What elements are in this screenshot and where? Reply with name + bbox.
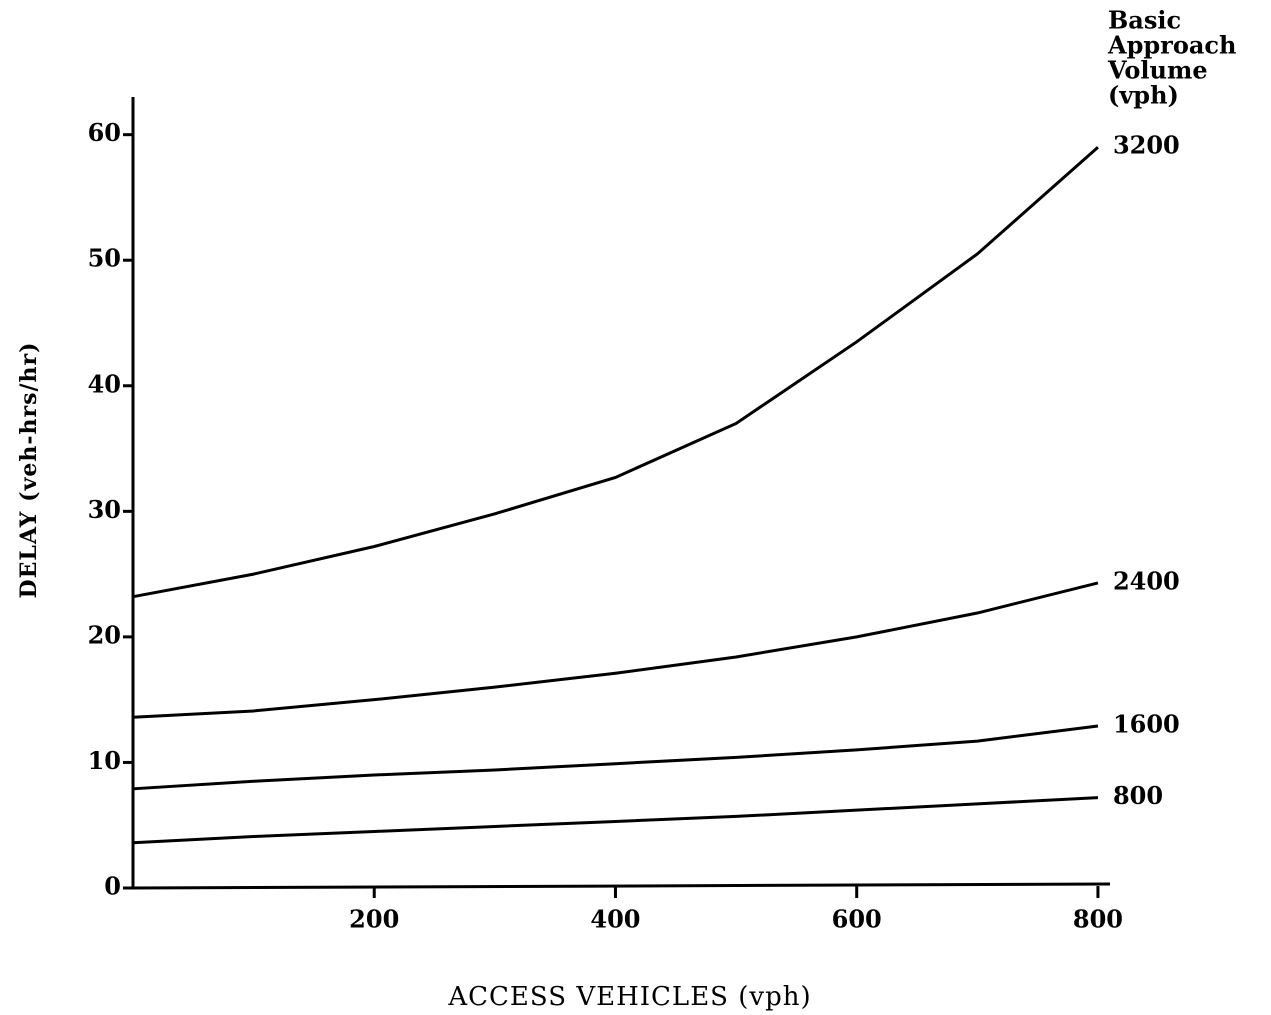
legend-title: Volume — [1107, 56, 1208, 85]
x-tick-label: 200 — [349, 905, 399, 934]
series-line — [132, 581, 1099, 719]
x-tick-label: 800 — [1073, 905, 1123, 934]
y-tick-label: 10 — [88, 746, 121, 775]
y-tick-label: 40 — [88, 369, 121, 398]
series-label: 3200 — [1113, 131, 1180, 160]
series-line — [132, 146, 1099, 599]
y-tick-label: 20 — [88, 620, 121, 649]
x-axis-label: ACCESS VEHICLES (vph) — [447, 982, 811, 1012]
legend-title: Basic — [1108, 6, 1181, 35]
series-line — [132, 796, 1099, 845]
y-tick-label: 50 — [88, 244, 121, 273]
y-axis-label: DELAY (veh-hrs/hr) — [16, 342, 42, 599]
y-tick-label: 0 — [104, 872, 121, 901]
legend-title: Approach — [1107, 31, 1236, 60]
x-tick-label: 600 — [832, 905, 882, 934]
legend-title: (vph) — [1108, 81, 1179, 110]
y-tick-label: 30 — [88, 495, 121, 524]
x-axis — [132, 882, 1111, 890]
series-label: 1600 — [1113, 710, 1180, 739]
x-tick-label: 400 — [590, 905, 640, 934]
y-tick-label: 60 — [88, 118, 121, 147]
series-line — [132, 724, 1099, 791]
series-label: 2400 — [1113, 566, 1180, 595]
series-label: 800 — [1113, 781, 1163, 810]
